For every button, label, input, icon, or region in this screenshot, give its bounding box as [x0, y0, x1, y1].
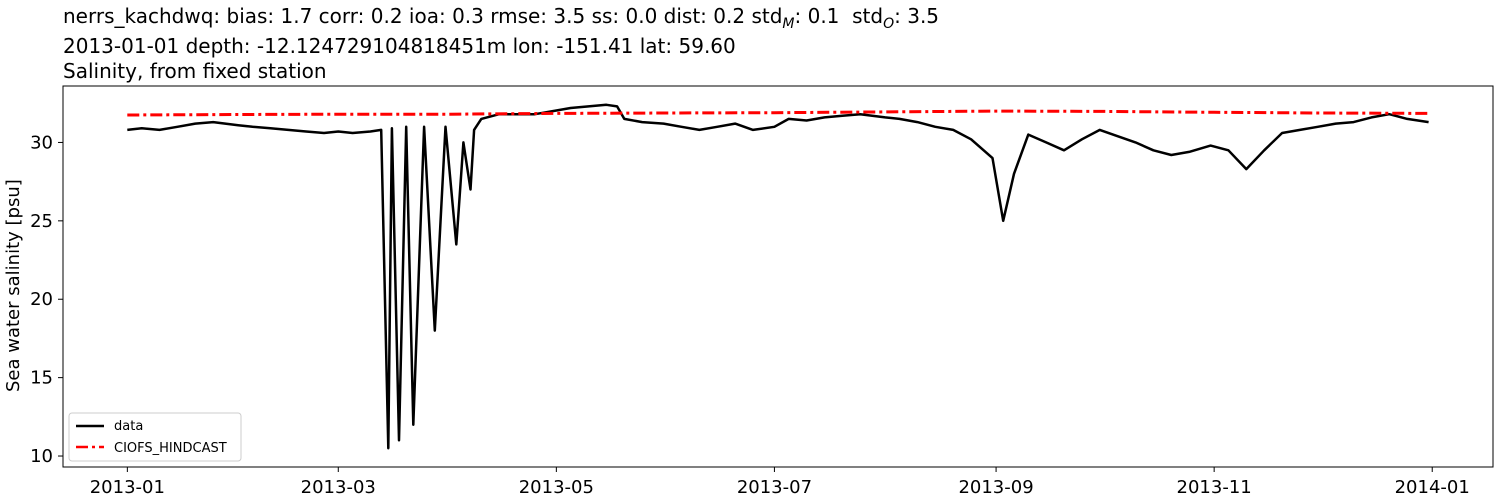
series-line-ciofs-hindcast: [127, 109, 1429, 117]
chart-title-line-1: nerrs_kachdwq: bias: 1.7 corr: 0.2 ioa: …: [63, 4, 939, 36]
x-tick-label: 2014-01: [1395, 477, 1470, 498]
legend: data CIOFS_HINDCAST: [68, 412, 242, 462]
std-o-subscript: O: [883, 16, 895, 32]
y-tick-label: 15: [30, 368, 53, 389]
x-tick-label: 2013-01: [90, 477, 165, 498]
std-o-value: : 3.5: [894, 4, 940, 28]
legend-box: [68, 412, 242, 462]
std-m-value: : 0.1: [794, 4, 840, 28]
y-tick-label: 25: [30, 211, 53, 232]
y-tick-label: 10: [30, 446, 53, 467]
axis-ticks: 2013-01 2013-03 2013-05 2013-07 2013-09 2013-…: [30, 132, 1470, 498]
x-tick-label: 2013-11: [1177, 477, 1252, 498]
std-o-label: std: [852, 4, 884, 28]
x-tick-label: 2013-09: [958, 477, 1033, 498]
series-line-data: [127, 103, 1429, 450]
plot-frame: [62, 85, 1494, 468]
legend-label-data: data: [114, 419, 143, 434]
chart-title-line-2: 2013-01-01 depth: -12.124729104818451m l…: [63, 34, 736, 58]
x-tick-label: 2013-07: [737, 477, 812, 498]
legend-label-ciofs: CIOFS_HINDCAST: [114, 441, 227, 456]
x-tick-label: 2013-05: [519, 477, 594, 498]
title-line-1-text: nerrs_kachdwq: bias: 1.7 corr: 0.2 ioa: …: [63, 4, 783, 28]
std-m-subscript: M: [782, 16, 795, 32]
series-lines: [127, 103, 1429, 450]
y-tick-label: 30: [30, 132, 53, 153]
x-tick-label: 2013-03: [301, 477, 376, 498]
y-tick-label: 20: [30, 289, 53, 310]
chart-title-line-3: Salinity, from fixed station: [63, 59, 327, 83]
